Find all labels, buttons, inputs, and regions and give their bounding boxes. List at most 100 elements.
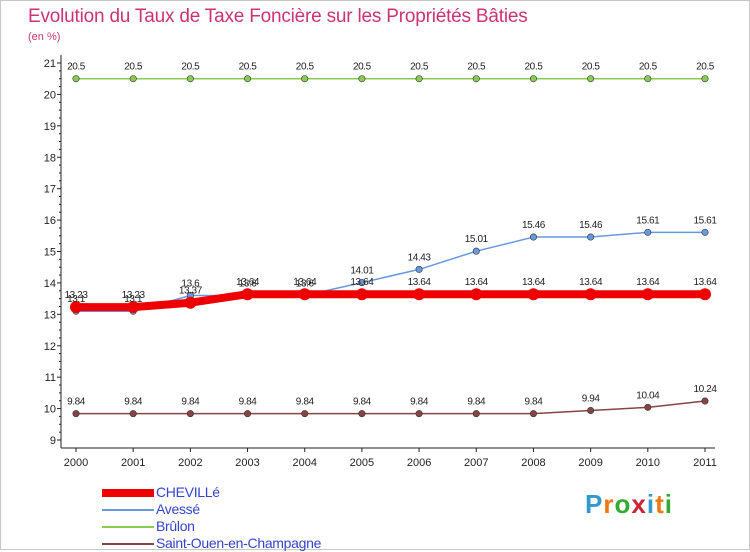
y-tick-label: 18 [44, 152, 56, 164]
series-point-3 [186, 410, 194, 418]
data-label-2: 20.5 [124, 62, 143, 73]
y-tick-label: 16 [44, 215, 56, 227]
data-label-2: 20.5 [525, 62, 544, 73]
x-tick-label: 2002 [178, 457, 202, 469]
data-label-1: 13.1 [124, 294, 143, 305]
logo-letter: r [603, 489, 615, 519]
series-point-0 [70, 301, 82, 314]
legend-label: Avessé [156, 501, 200, 517]
series-point-2 [244, 75, 252, 83]
series-point-0 [298, 288, 311, 301]
x-tick-label: 2009 [578, 457, 602, 469]
series-point-0 [584, 288, 597, 301]
series-point-0 [355, 288, 368, 301]
chart-title: Evolution du Taux de Taxe Foncière sur l… [28, 6, 528, 27]
logo-letter: i [664, 489, 673, 519]
data-label-0: 13.64 [693, 277, 717, 288]
series-point-3 [301, 410, 309, 418]
y-tick-label: 21 [44, 58, 56, 70]
data-label-3: 9.84 [353, 397, 372, 408]
data-label-3: 9.84 [181, 397, 200, 408]
y-tick-label: 15 [44, 247, 56, 259]
logo-letter: o [614, 489, 632, 519]
series-line-3 [76, 400, 706, 415]
x-tick-label: 2011 [693, 457, 717, 469]
data-label-0: 13.64 [350, 277, 374, 288]
y-tick-label: 9 [50, 435, 56, 447]
y-tick-label: 17 [44, 184, 56, 196]
series-point-3 [644, 403, 652, 411]
data-label-3: 10.24 [693, 384, 717, 395]
data-label-1: 13.6 [181, 278, 200, 289]
data-label-2: 20.5 [239, 62, 258, 73]
data-label-2: 20.5 [639, 62, 658, 73]
series-point-1 [529, 233, 537, 241]
data-label-0: 13.64 [579, 277, 603, 288]
data-label-0: 13.64 [465, 277, 489, 288]
data-label-1: 13.6 [239, 278, 258, 289]
y-tick-label: 19 [44, 121, 56, 133]
data-label-0: 13.64 [236, 277, 260, 288]
x-tick-label: 2008 [521, 457, 545, 469]
data-label-1: 13.6 [296, 278, 315, 289]
legend-swatch [102, 509, 154, 511]
legend-swatch [102, 543, 154, 545]
data-label-3: 9.94 [582, 393, 601, 404]
y-tick-label: 14 [44, 278, 56, 290]
series-point-3 [472, 410, 480, 418]
y-tick-label: 10 [44, 404, 56, 416]
data-label-1: 14.43 [408, 252, 432, 263]
series-point-2 [186, 75, 194, 83]
series-point-1 [415, 265, 423, 273]
series-point-1 [701, 228, 709, 236]
series-point-1 [587, 233, 595, 241]
data-label-2: 20.5 [181, 62, 200, 73]
data-label-2: 20.5 [353, 62, 372, 73]
data-label-2: 20.5 [67, 62, 86, 73]
legend-label: CHEVILLé [156, 484, 220, 500]
x-tick-label: 2000 [64, 457, 88, 469]
series-point-3 [701, 397, 709, 405]
legend-label: Saint-Ouen-en-Champagne [156, 535, 322, 551]
data-label-3: 9.84 [410, 397, 429, 408]
data-label-3: 9.84 [296, 397, 315, 408]
data-label-0: 13.37 [179, 286, 203, 297]
series-point-0 [470, 288, 483, 301]
series-point-0 [241, 288, 254, 301]
data-label-1: 15.46 [522, 220, 546, 231]
x-tick-label: 2007 [464, 457, 488, 469]
data-label-3: 10.04 [636, 390, 660, 401]
series-point-3 [129, 410, 137, 418]
x-tick-label: 2004 [292, 457, 316, 469]
series-point-1 [358, 279, 366, 287]
x-tick-label: 2001 [121, 457, 145, 469]
data-label-2: 20.5 [410, 62, 429, 73]
data-label-2: 20.5 [296, 62, 315, 73]
series-point-2 [358, 75, 366, 83]
series-point-3 [587, 406, 595, 414]
data-label-3: 9.84 [239, 397, 258, 408]
x-tick-label: 2010 [636, 457, 660, 469]
proxiti-logo: Proxiti [585, 489, 673, 520]
data-label-1: 13.1 [67, 294, 86, 305]
logo-letter: t [655, 489, 665, 519]
series-point-2 [529, 75, 537, 83]
data-label-1: 15.61 [693, 215, 717, 226]
data-label-0: 13.23 [122, 290, 146, 301]
x-tick-label: 2003 [235, 457, 259, 469]
series-point-0 [184, 296, 197, 309]
data-label-3: 9.84 [467, 397, 486, 408]
series-point-2 [301, 75, 309, 83]
data-label-1: 15.61 [636, 215, 660, 226]
data-label-1: 15.01 [465, 234, 489, 245]
logo-letter: P [585, 489, 604, 519]
series-point-0 [641, 288, 654, 301]
chart-unit: (en %) [28, 31, 61, 43]
series-point-3 [358, 410, 366, 418]
data-label-0: 13.64 [522, 277, 546, 288]
series-point-0 [527, 288, 540, 301]
data-label-1: 14.01 [350, 266, 374, 277]
data-label-2: 20.5 [696, 62, 715, 73]
